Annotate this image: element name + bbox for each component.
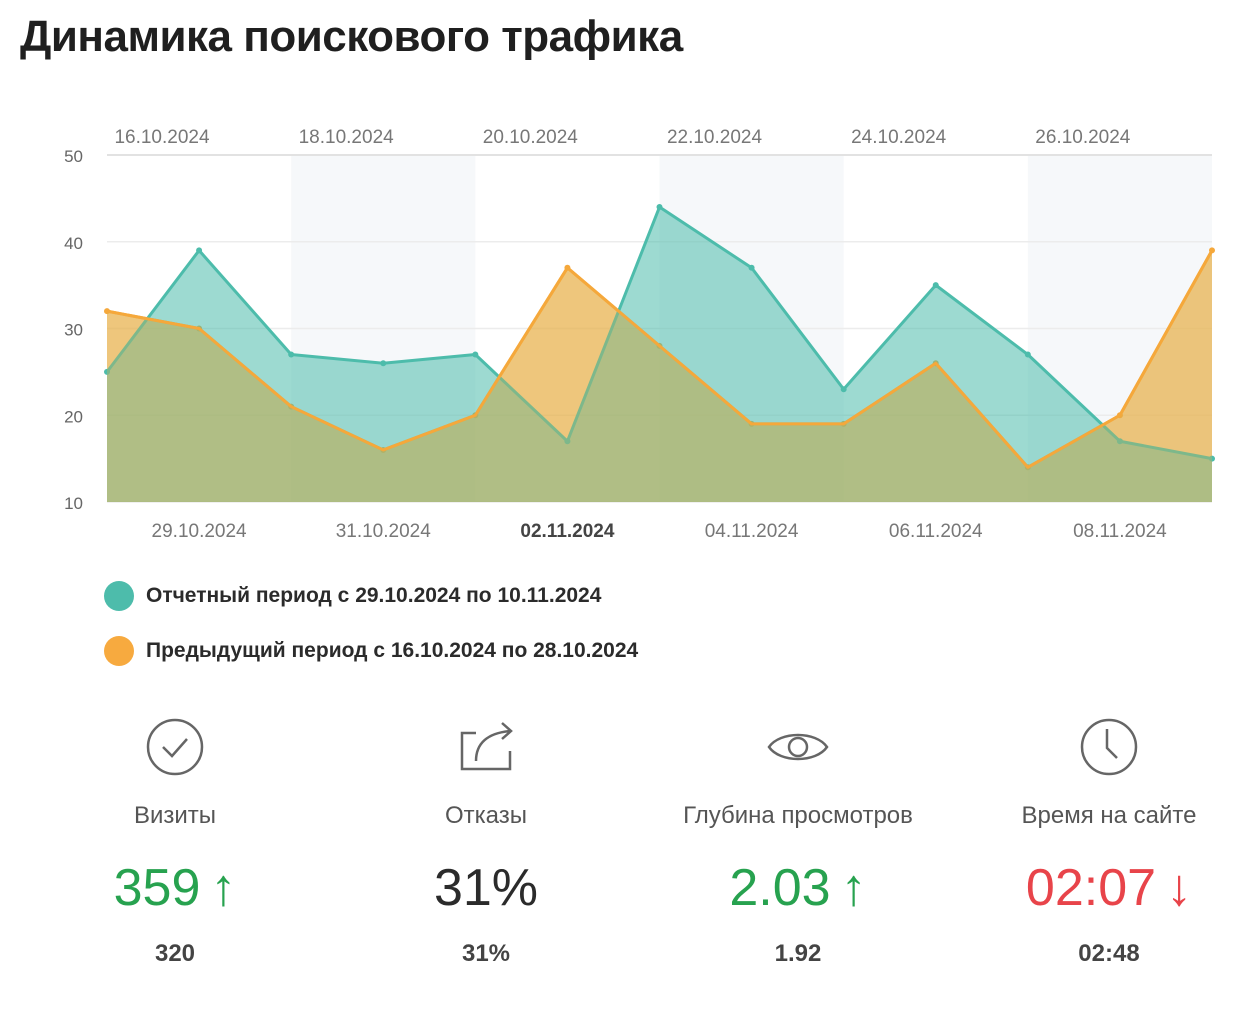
check-circle-icon	[15, 712, 335, 782]
stat-previous-value: 02:48	[1078, 940, 1140, 967]
legend-dot-current	[104, 581, 134, 611]
stat-value-number: 359	[113, 859, 201, 917]
arrow-up-icon: ↑	[210, 859, 237, 917]
legend-label-current: Отчетный период с 29.10.2024 по 10.11.20…	[146, 584, 602, 607]
chart-areas	[104, 204, 1215, 503]
share-exit-icon	[326, 712, 646, 782]
svg-text:08.11.2024: 08.11.2024	[1073, 521, 1167, 542]
svg-text:18.10.2024: 18.10.2024	[299, 127, 395, 148]
stat-bounces: Отказы 31% 31%	[326, 712, 646, 968]
x-axis-bottom-labels: 29.10.2024 31.10.2024 02.11.2024 04.11.2024…	[152, 521, 1168, 542]
stat-previous-value: 31%	[461, 940, 511, 967]
legend-label-previous: Предыдущий период с 16.10.2024 по 28.10.…	[146, 639, 639, 662]
svg-text:04.11.2024: 04.11.2024	[705, 521, 799, 542]
stat-previous-value: 1.92	[774, 940, 822, 967]
svg-text:06.11.2024: 06.11.2024	[889, 521, 983, 542]
stat-label: Время на сайте	[1021, 802, 1197, 829]
y-axis-ticks: 10 20 30 40 50	[64, 147, 83, 513]
stat-label: Отказы	[444, 802, 528, 829]
legend-item-previous[interactable]: Предыдущий период с 16.10.2024 по 28.10.…	[104, 633, 638, 669]
stats-panel: Визиты 359 ↑ 320 Отказы 31% 31% Глубина п…	[0, 712, 1236, 1012]
legend-item-current[interactable]: Отчетный период с 29.10.2024 по 10.11.20…	[104, 578, 638, 614]
svg-text:20: 20	[64, 407, 83, 426]
traffic-area-chart: 10 20 30 40 50 16.10.2024 18.10.2024 20.10.202…	[64, 127, 1215, 542]
stat-visits: Визиты 359 ↑ 320	[15, 712, 335, 968]
stat-label: Глубина просмотров	[683, 802, 913, 829]
stat-value-number: 31%	[433, 859, 539, 917]
stat-value: 359 ↑	[15, 858, 335, 918]
svg-text:30: 30	[64, 321, 83, 340]
stat-label: Визиты	[133, 802, 217, 829]
svg-text:16.10.2024: 16.10.2024	[114, 127, 210, 148]
svg-text:29.10.2024: 29.10.2024	[152, 521, 248, 542]
eye-icon	[638, 712, 958, 782]
svg-text:26.10.2024: 26.10.2024	[1035, 127, 1131, 148]
svg-text:40: 40	[64, 234, 83, 253]
stat-value-number: 2.03	[729, 859, 831, 917]
page-title: Динамика поискового трафика	[20, 12, 683, 61]
stat-value-number: 02:07	[1025, 859, 1157, 917]
arrow-down-icon: ↓	[1166, 859, 1193, 917]
x-axis-top-labels: 16.10.2024 18.10.2024 20.10.2024 22.10.2024…	[114, 127, 1130, 148]
chart-legend: Отчетный период с 29.10.2024 по 10.11.20…	[104, 578, 638, 688]
clock-icon	[949, 712, 1236, 782]
stat-value: 02:07 ↓	[949, 858, 1236, 918]
svg-text:10: 10	[64, 494, 83, 513]
svg-text:22.10.2024: 22.10.2024	[667, 127, 763, 148]
svg-text:24.10.2024: 24.10.2024	[851, 127, 947, 148]
legend-dot-previous	[104, 636, 134, 666]
stat-page-depth: Глубина просмотров 2.03 ↑ 1.92	[638, 712, 958, 968]
svg-text:02.11.2024: 02.11.2024	[520, 521, 614, 542]
svg-text:20.10.2024: 20.10.2024	[483, 127, 579, 148]
svg-text:50: 50	[64, 147, 83, 166]
stat-time-on-site: Время на сайте 02:07 ↓ 02:48	[949, 712, 1236, 968]
arrow-up-icon: ↑	[840, 859, 867, 917]
svg-text:31.10.2024: 31.10.2024	[336, 521, 432, 542]
stat-value: 31%	[326, 858, 646, 918]
stat-previous-value: 320	[154, 940, 196, 967]
stat-value: 2.03 ↑	[638, 858, 958, 918]
